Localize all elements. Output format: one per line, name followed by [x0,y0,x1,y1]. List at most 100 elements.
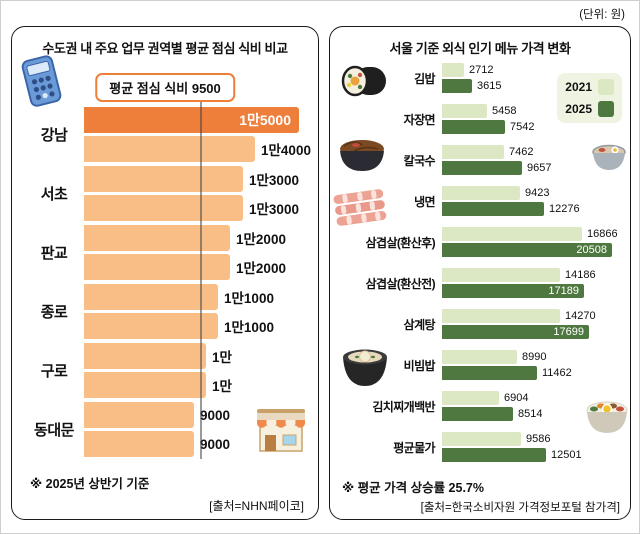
menu-category-label: 비빔밥 [403,358,436,373]
legend-item-2021: 2021 [565,79,614,95]
price-bar-2025 [442,448,546,462]
price-bar-2021 [442,432,521,446]
price-bar-2025: 17699 [442,325,589,339]
price-value: 9423 [525,187,550,199]
menu-bar-row: 8514 [442,407,628,421]
lunch-bar-row: 1만3000 [84,166,316,192]
average-lunch-cost-badge: 평균 점심 식비 9500 [95,73,235,102]
menu-bar-row: 12501 [442,448,628,462]
menu-group: 냉면 9423 12276 [336,186,628,216]
lunch-bar [84,166,243,192]
lunch-bar-value: 1만2000 [236,261,286,276]
lunch-bar [84,431,194,457]
lunch-bar-chart: 강남 1만5000 1만4000 서초 1만3000 1만3000 판교 1만2000 1만20… [24,107,316,457]
menu-group: 삼겹살(환산후) 16866 20508 [336,227,628,257]
price-value: 6904 [504,392,529,404]
price-value: 2712 [469,64,494,76]
menu-bar-pair: 9586 12501 [442,432,628,462]
lunch-bar-pair: 1만2000 1만2000 [84,225,316,280]
lunch-category-label: 판교 [40,245,68,262]
price-value: 9586 [526,433,551,445]
lunch-bar-row: 1만 [84,343,316,369]
lunch-category-label: 강남 [40,127,68,144]
menu-source: [출처=한국소비자원 가격정보포털 참가격] [420,502,620,514]
menu-bar-row: 11462 [442,366,628,380]
menu-bar-row: 14186 [442,268,628,282]
menu-category-label: 김치찌개백반 [372,399,435,414]
lunch-category-group: 동대문 9000 9000 [24,402,316,457]
menu-category-label: 칼국수 [403,153,436,168]
menu-bar-pair: 8990 11462 [442,350,628,380]
lunch-bar-value: 1만 [212,350,232,365]
lunch-bar-row: 1만2000 [84,254,316,280]
lunch-bar-value: 1만4000 [261,143,311,158]
lunch-bar-row: 1만3000 [84,195,316,221]
lunch-category-label: 종로 [40,304,68,321]
menu-footnote: ※ 평균 가격 상승률 25.7% [342,481,484,495]
lunch-bar-value: 1만3000 [249,202,299,217]
samgyeopsal-icon [332,189,388,232]
menu-group: 김밥 2712 3615 [336,63,628,93]
menu-bar-pair: 2712 3615 [442,63,628,93]
price-value: 7542 [510,121,535,133]
legend-label-2021: 2021 [565,80,592,94]
jajangmyeon-icon [336,133,388,182]
menu-bar-row: 20508 [442,243,628,257]
price-value: 8990 [522,351,547,363]
lunch-bar-highlight: 1만5000 [84,107,299,133]
samgyetang-icon [338,345,392,394]
price-value: 20508 [576,244,607,256]
menu-bar-pair: 9423 12276 [442,186,628,216]
menu-bar-row: 14270 [442,309,628,323]
menu-price-panel: 서울 기준 외식 인기 메뉴 가격 변화 2021 2025 김밥 2712 361… [329,26,631,520]
menu-bar-pair: 7462 9657 [442,145,628,175]
lunch-footnote: ※ 2025년 상반기 기준 [30,477,150,491]
price-value: 17189 [548,285,579,297]
menu-bar-row: 9657 [442,161,628,175]
price-bar-2025 [442,120,505,134]
lunch-bar-row: 1만5000 [84,107,316,133]
lunch-bar-pair: 1만3000 1만3000 [84,166,316,221]
price-value: 14270 [565,310,596,322]
menu-group: 평균물가 9586 12501 [336,432,628,462]
menu-category-label: 삼겹살(환산후) [365,235,436,250]
menu-bar-row: 8990 [442,350,628,364]
lunch-bar-row: 1만1000 [84,284,316,310]
menu-bar-row: 6904 [442,391,628,405]
lunch-category-group: 종로 1만1000 1만1000 [24,284,316,339]
menu-bar-row: 9586 [442,432,628,446]
price-value: 8514 [518,408,543,420]
lunch-category-label: 구로 [40,363,68,380]
lunch-bar-row: 9000 [84,431,316,457]
price-value: 17699 [553,326,584,338]
price-bar-2021 [442,391,499,405]
naengmyeon-icon [590,141,628,180]
lunch-category-label: 동대문 [34,422,74,439]
lunch-bar-pair: 1만 1만 [84,343,316,398]
menu-category-label: 삼계탕 [403,317,436,332]
lunch-cost-panel: 수도권 내 주요 업무 권역별 평균 점심 식비 비교 평균 점심 식비 950… [11,26,319,520]
price-value: 12276 [549,203,580,215]
price-bar-2021 [442,186,520,200]
price-value: 16866 [587,228,618,240]
menu-category-label: 김밥 [414,71,435,86]
lunch-bar-value: 1만1000 [224,320,274,335]
price-bar-2021 [442,350,517,364]
price-bar-2021 [442,104,487,118]
lunch-bar-value: 1만3000 [249,173,299,188]
lunch-bar-value: 1만 [212,379,232,394]
price-value: 12501 [551,449,582,461]
menu-bar-row: 17699 [442,325,628,339]
lunch-bar-row: 1만 [84,372,316,398]
menu-bar-row: 7542 [442,120,628,134]
menu-bar-row: 2712 [442,63,628,77]
bibimbap-icon [584,397,630,444]
lunch-category-group: 강남 1만5000 1만4000 [24,107,316,162]
price-value: 5458 [492,105,517,117]
price-bar-2021 [442,268,560,282]
lunch-bar [84,343,206,369]
lunch-bar-value: 1만2000 [236,232,286,247]
price-bar-2025 [442,366,537,380]
menu-category-label: 평균물가 [393,440,435,455]
price-bar-2021 [442,145,504,159]
